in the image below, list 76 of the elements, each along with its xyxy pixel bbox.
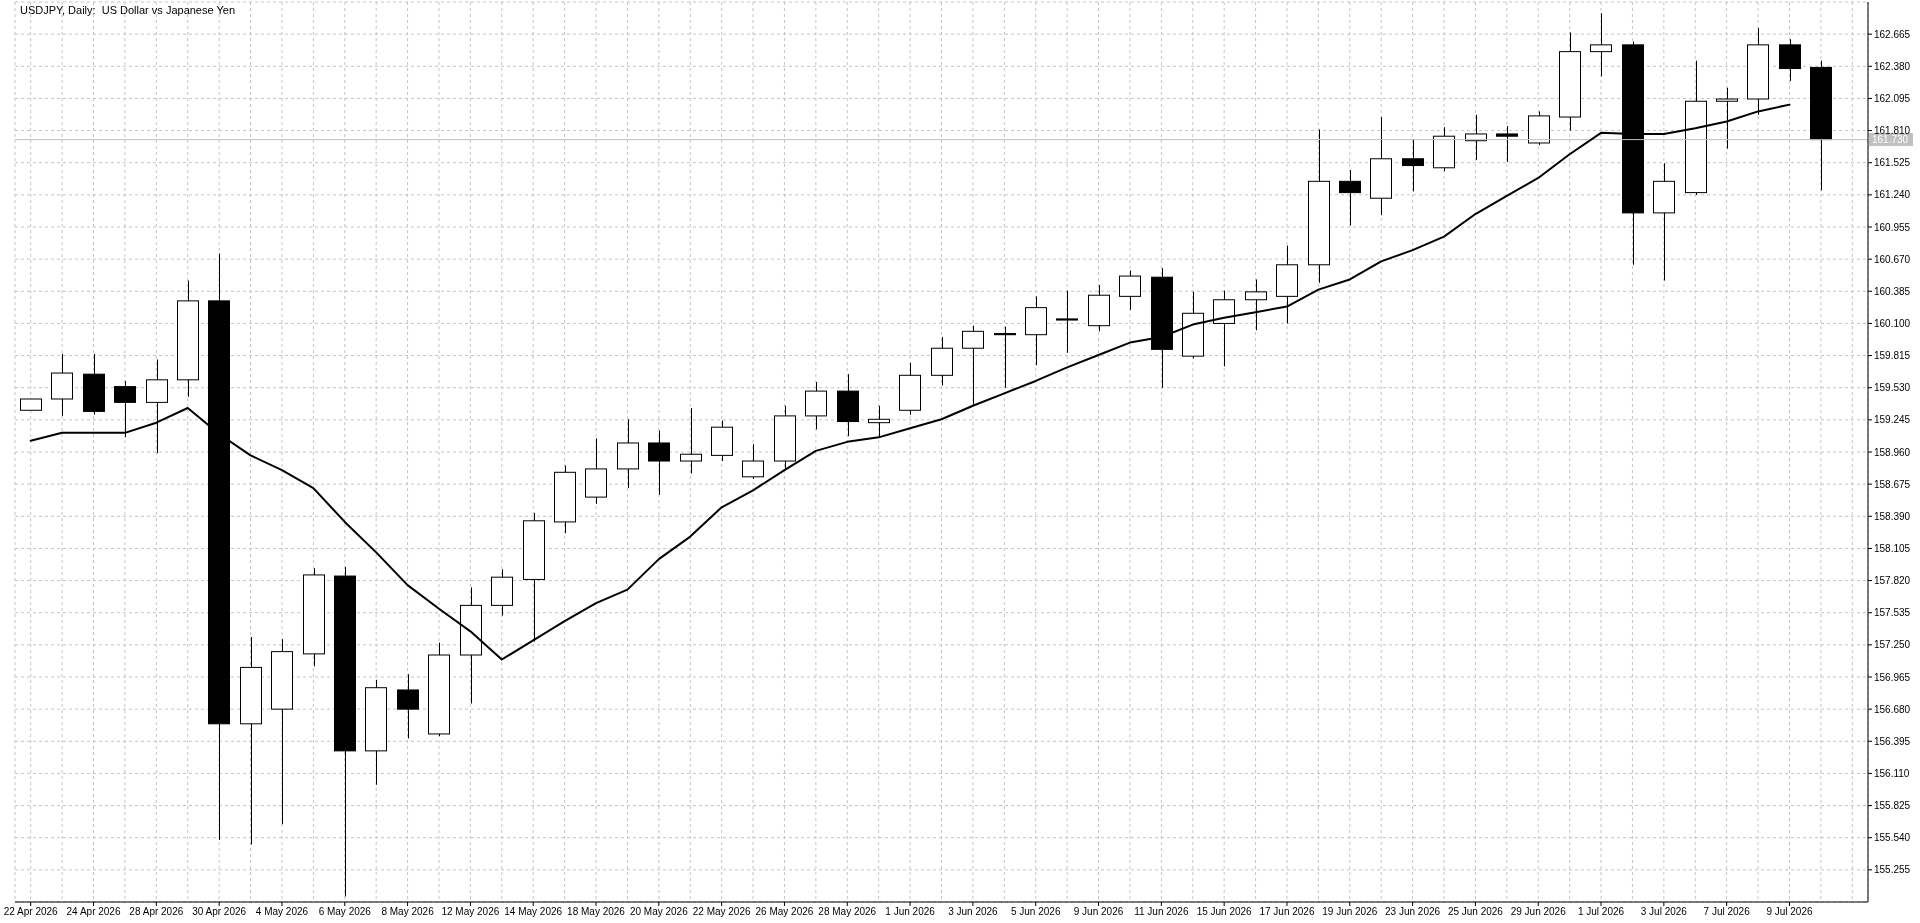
y-tick-label: 158.390 bbox=[1874, 510, 1911, 522]
y-tick-label: 155.825 bbox=[1874, 800, 1911, 812]
x-tick-label: 24 Apr 2026 bbox=[66, 906, 121, 917]
y-tick-label: 159.530 bbox=[1874, 382, 1911, 394]
y-tick-label: 158.675 bbox=[1874, 478, 1911, 490]
x-tick-label: 26 May 2026 bbox=[755, 906, 814, 917]
chart-title: USDJPY, Daily: US Dollar vs Japanese Yen bbox=[20, 4, 236, 17]
x-tick-label: 7 Jul 2026 bbox=[1703, 906, 1751, 917]
x-tick-label: 8 May 2026 bbox=[381, 906, 435, 917]
x-tick-label: 4 May 2026 bbox=[255, 906, 309, 917]
candlestick bbox=[962, 325, 984, 406]
y-tick-label: 160.100 bbox=[1874, 317, 1911, 329]
x-tick-label: 5 Jun 2026 bbox=[1010, 906, 1061, 917]
y-tick-label: 160.955 bbox=[1874, 221, 1911, 233]
x-tick-label: 22 May 2026 bbox=[692, 906, 751, 917]
x-tick-label: 19 Jun 2026 bbox=[1322, 906, 1378, 917]
x-tick-label: 9 Jul 2026 bbox=[1766, 906, 1813, 917]
y-tick-label: 160.670 bbox=[1874, 253, 1911, 265]
candlestick bbox=[1402, 139, 1424, 192]
candlestick bbox=[1779, 38, 1801, 82]
y-tick-label: 162.665 bbox=[1874, 28, 1911, 40]
y-tick-label: 156.110 bbox=[1874, 767, 1910, 779]
x-tick-label: 23 Jun 2026 bbox=[1385, 906, 1441, 917]
x-tick-label: 22 Apr 2026 bbox=[3, 906, 59, 917]
y-tick-label: 157.535 bbox=[1874, 607, 1911, 619]
y-tick-label: 161.525 bbox=[1874, 157, 1911, 169]
x-tick-label: 29 Jun 2026 bbox=[1510, 906, 1567, 917]
x-tick-label: 28 Apr 2026 bbox=[129, 906, 184, 917]
x-tick-label: 9 Jun 2026 bbox=[1073, 906, 1124, 917]
x-tick-label: 28 May 2026 bbox=[818, 906, 877, 917]
y-tick-label: 162.380 bbox=[1874, 60, 1911, 72]
candlestick bbox=[1213, 290, 1235, 367]
y-tick-label: 162.095 bbox=[1874, 92, 1911, 104]
y-tick-label: 161.810 bbox=[1874, 125, 1911, 137]
x-tick-label: 6 May 2026 bbox=[318, 906, 372, 917]
candlestick bbox=[397, 673, 419, 739]
candlestick bbox=[994, 326, 1016, 389]
candlestick bbox=[1245, 278, 1267, 331]
ref-line-label: 161.730 bbox=[1872, 134, 1909, 146]
candlestick bbox=[114, 380, 136, 438]
x-tick-label: 15 Jun 2026 bbox=[1196, 906, 1253, 917]
candlestick bbox=[680, 407, 702, 474]
x-tick-label: 12 May 2026 bbox=[441, 906, 500, 917]
y-tick-label: 158.960 bbox=[1874, 446, 1911, 458]
x-tick-label: 3 Jun 2026 bbox=[948, 906, 999, 917]
candlestick bbox=[1056, 290, 1078, 354]
candlestick bbox=[146, 359, 168, 454]
y-tick-label: 156.965 bbox=[1874, 671, 1911, 683]
x-tick-label: 25 Jun 2026 bbox=[1447, 906, 1504, 917]
candlestick bbox=[1119, 269, 1141, 311]
y-tick-label: 160.385 bbox=[1874, 285, 1911, 297]
y-tick-label: 157.820 bbox=[1874, 575, 1911, 587]
y-tick-label: 161.240 bbox=[1874, 189, 1911, 201]
x-tick-label: 14 May 2026 bbox=[504, 906, 563, 917]
y-tick-label: 155.255 bbox=[1874, 864, 1911, 876]
x-tick-label: 1 Jul 2026 bbox=[1577, 906, 1625, 917]
x-tick-label: 3 Jul 2026 bbox=[1640, 906, 1688, 917]
x-tick-label: 11 Jun 2026 bbox=[1134, 906, 1189, 917]
x-tick-label: 1 Jun 2026 bbox=[885, 906, 936, 917]
candlestick bbox=[742, 443, 764, 480]
x-tick-label: 30 Apr 2026 bbox=[192, 906, 247, 917]
y-tick-label: 156.680 bbox=[1874, 703, 1911, 715]
y-tick-label: 156.395 bbox=[1874, 735, 1911, 747]
y-tick-label: 157.250 bbox=[1874, 639, 1911, 651]
candlestick bbox=[1496, 125, 1518, 163]
x-tick-label: 20 May 2026 bbox=[629, 906, 689, 917]
candlestick bbox=[1590, 12, 1612, 77]
y-tick-label: 158.105 bbox=[1874, 542, 1911, 554]
y-tick-label: 155.540 bbox=[1874, 832, 1911, 844]
x-tick-label: 17 Jun 2026 bbox=[1259, 906, 1315, 917]
candlestick bbox=[1339, 169, 1361, 226]
y-tick-label: 159.815 bbox=[1874, 350, 1911, 362]
candlestick bbox=[648, 430, 670, 496]
candlestick bbox=[868, 405, 890, 437]
y-tick-label: 159.245 bbox=[1874, 414, 1911, 426]
x-tick-label: 18 May 2026 bbox=[567, 906, 626, 917]
